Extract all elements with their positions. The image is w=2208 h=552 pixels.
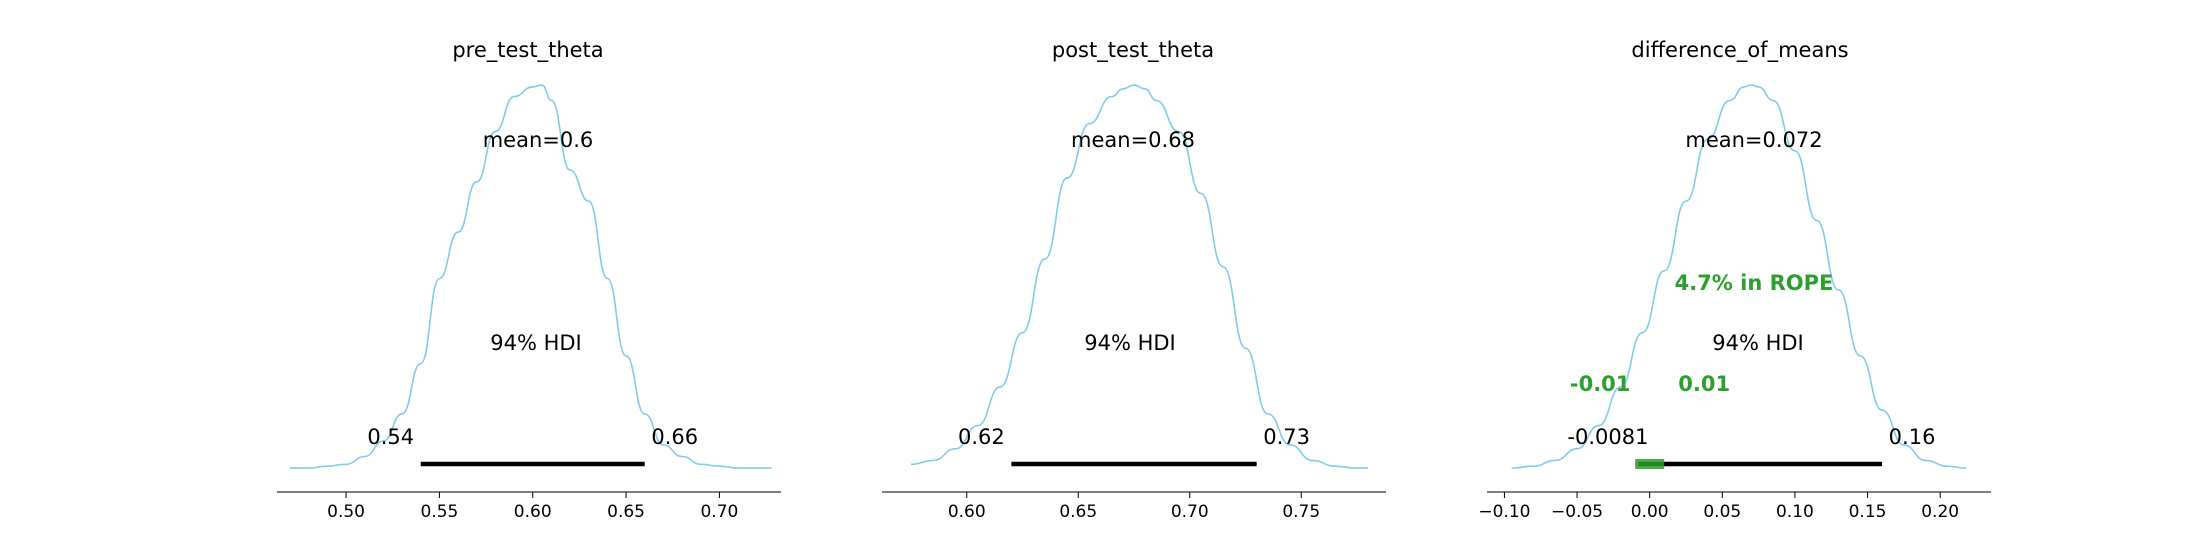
rope-lower-label: -0.01	[1570, 372, 1631, 396]
mean-label: mean=0.6	[483, 128, 594, 152]
panel-title: post_test_theta	[1052, 38, 1214, 63]
x-tick-label: 0.00	[1631, 502, 1669, 522]
panel-title: difference_of_means	[1631, 38, 1848, 63]
x-tick-label: 0.05	[1703, 502, 1741, 522]
hdi-prob-label: 94% HDI	[1084, 331, 1176, 355]
x-tick-label: 0.60	[948, 502, 986, 522]
x-tick-label: 0.70	[1171, 502, 1209, 522]
mean-label: mean=0.072	[1685, 128, 1822, 152]
rope-interval	[1635, 459, 1665, 469]
x-tick-label: −0.05	[1551, 502, 1603, 522]
panel-pre-test-theta: pre_test_theta mean=0.6 94% HDI 0.54 0.6…	[277, 38, 781, 522]
x-tick-label: 0.15	[1849, 502, 1887, 522]
x-axis-ticks: 0.60 0.65 0.70 0.75	[948, 492, 1320, 522]
hdi-lower-label: -0.0081	[1567, 425, 1648, 449]
kde-curve	[290, 84, 772, 469]
x-tick-label: 0.50	[327, 502, 365, 522]
x-tick-label: 0.55	[420, 502, 458, 522]
hdi-prob-label: 94% HDI	[1712, 331, 1804, 355]
panel-post-test-theta: post_test_theta mean=0.68 94% HDI 0.62 0…	[882, 38, 1386, 522]
hdi-upper-label: 0.73	[1263, 425, 1310, 449]
x-axis-ticks: 0.50 0.55 0.60 0.65 0.70	[327, 492, 738, 522]
hdi-upper-label: 0.66	[651, 425, 698, 449]
x-tick-label: 0.70	[700, 502, 738, 522]
x-tick-label: 0.65	[607, 502, 645, 522]
rope-upper-label: 0.01	[1678, 372, 1730, 396]
mean-label: mean=0.68	[1071, 128, 1195, 152]
hdi-lower-label: 0.62	[958, 425, 1005, 449]
x-tick-label: −0.10	[1478, 502, 1530, 522]
hdi-prob-label: 94% HDI	[490, 331, 582, 355]
x-tick-label: 0.60	[514, 502, 552, 522]
x-tick-label: 0.10	[1776, 502, 1814, 522]
x-axis-ticks: −0.10 −0.05 0.00 0.05 0.10 0.15 0.20	[1478, 492, 1959, 522]
panel-title: pre_test_theta	[452, 38, 603, 63]
x-tick-label: 0.65	[1059, 502, 1097, 522]
x-tick-label: 0.75	[1282, 502, 1320, 522]
hdi-lower-label: 0.54	[367, 425, 414, 449]
hdi-upper-label: 0.16	[1889, 425, 1936, 449]
rope-percentage-label: 4.7% in ROPE	[1675, 271, 1834, 295]
kde-curve	[1511, 84, 1967, 469]
panel-difference-of-means: difference_of_means mean=0.072 4.7% in R…	[1478, 38, 1991, 522]
x-tick-label: 0.20	[1921, 502, 1959, 522]
kde-curve	[910, 84, 1369, 469]
